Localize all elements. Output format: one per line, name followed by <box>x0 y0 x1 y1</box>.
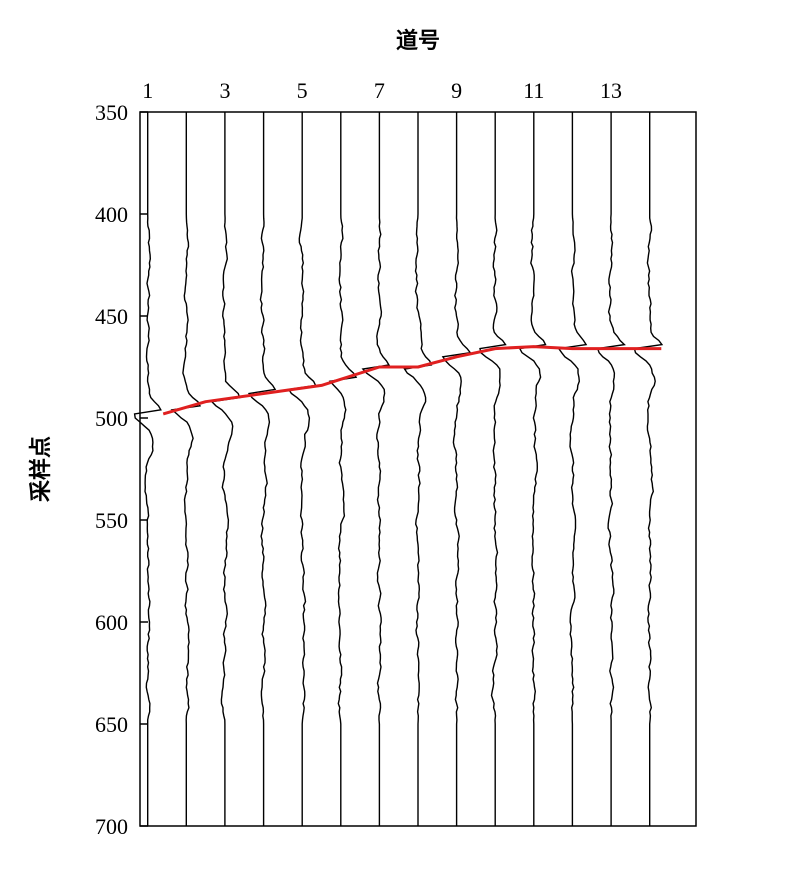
y-tick-label: 600 <box>95 610 128 635</box>
y-tick-label: 350 <box>95 100 128 125</box>
trace-7 <box>361 112 391 826</box>
y-tick-label: 550 <box>95 508 128 533</box>
pick-layer <box>162 345 662 416</box>
trace-10 <box>479 112 507 826</box>
trace-6 <box>328 112 358 826</box>
y-tick-label: 450 <box>95 304 128 329</box>
x-tick-label: 7 <box>374 78 385 103</box>
y-tick-label: 650 <box>95 712 128 737</box>
trace-2 <box>170 112 202 826</box>
x-tick-label: 3 <box>219 78 230 103</box>
x-tick-label: 11 <box>523 78 544 103</box>
trace-4 <box>247 112 277 826</box>
trace-9 <box>441 112 472 826</box>
x-tick-label: 13 <box>600 78 622 103</box>
y-axis-title: 采样点 <box>28 436 54 502</box>
first-arrival-pick-line <box>162 345 662 416</box>
x-axis-title: 道号 <box>396 28 440 54</box>
y-tick-label: 700 <box>95 814 128 839</box>
trace-12 <box>557 112 588 826</box>
trace-14 <box>633 112 664 826</box>
x-tick-label: 1 <box>142 78 153 103</box>
trace-3 <box>210 112 241 826</box>
trace-8 <box>403 112 433 826</box>
y-tick-label: 500 <box>95 406 128 431</box>
traces-layer <box>133 112 664 826</box>
x-tick-label: 5 <box>297 78 308 103</box>
y-tick-label: 400 <box>95 202 128 227</box>
trace-1 <box>133 112 162 826</box>
trace-5 <box>287 112 317 826</box>
trace-11 <box>518 112 547 826</box>
x-tick-label: 9 <box>451 78 462 103</box>
trace-13 <box>596 112 626 826</box>
